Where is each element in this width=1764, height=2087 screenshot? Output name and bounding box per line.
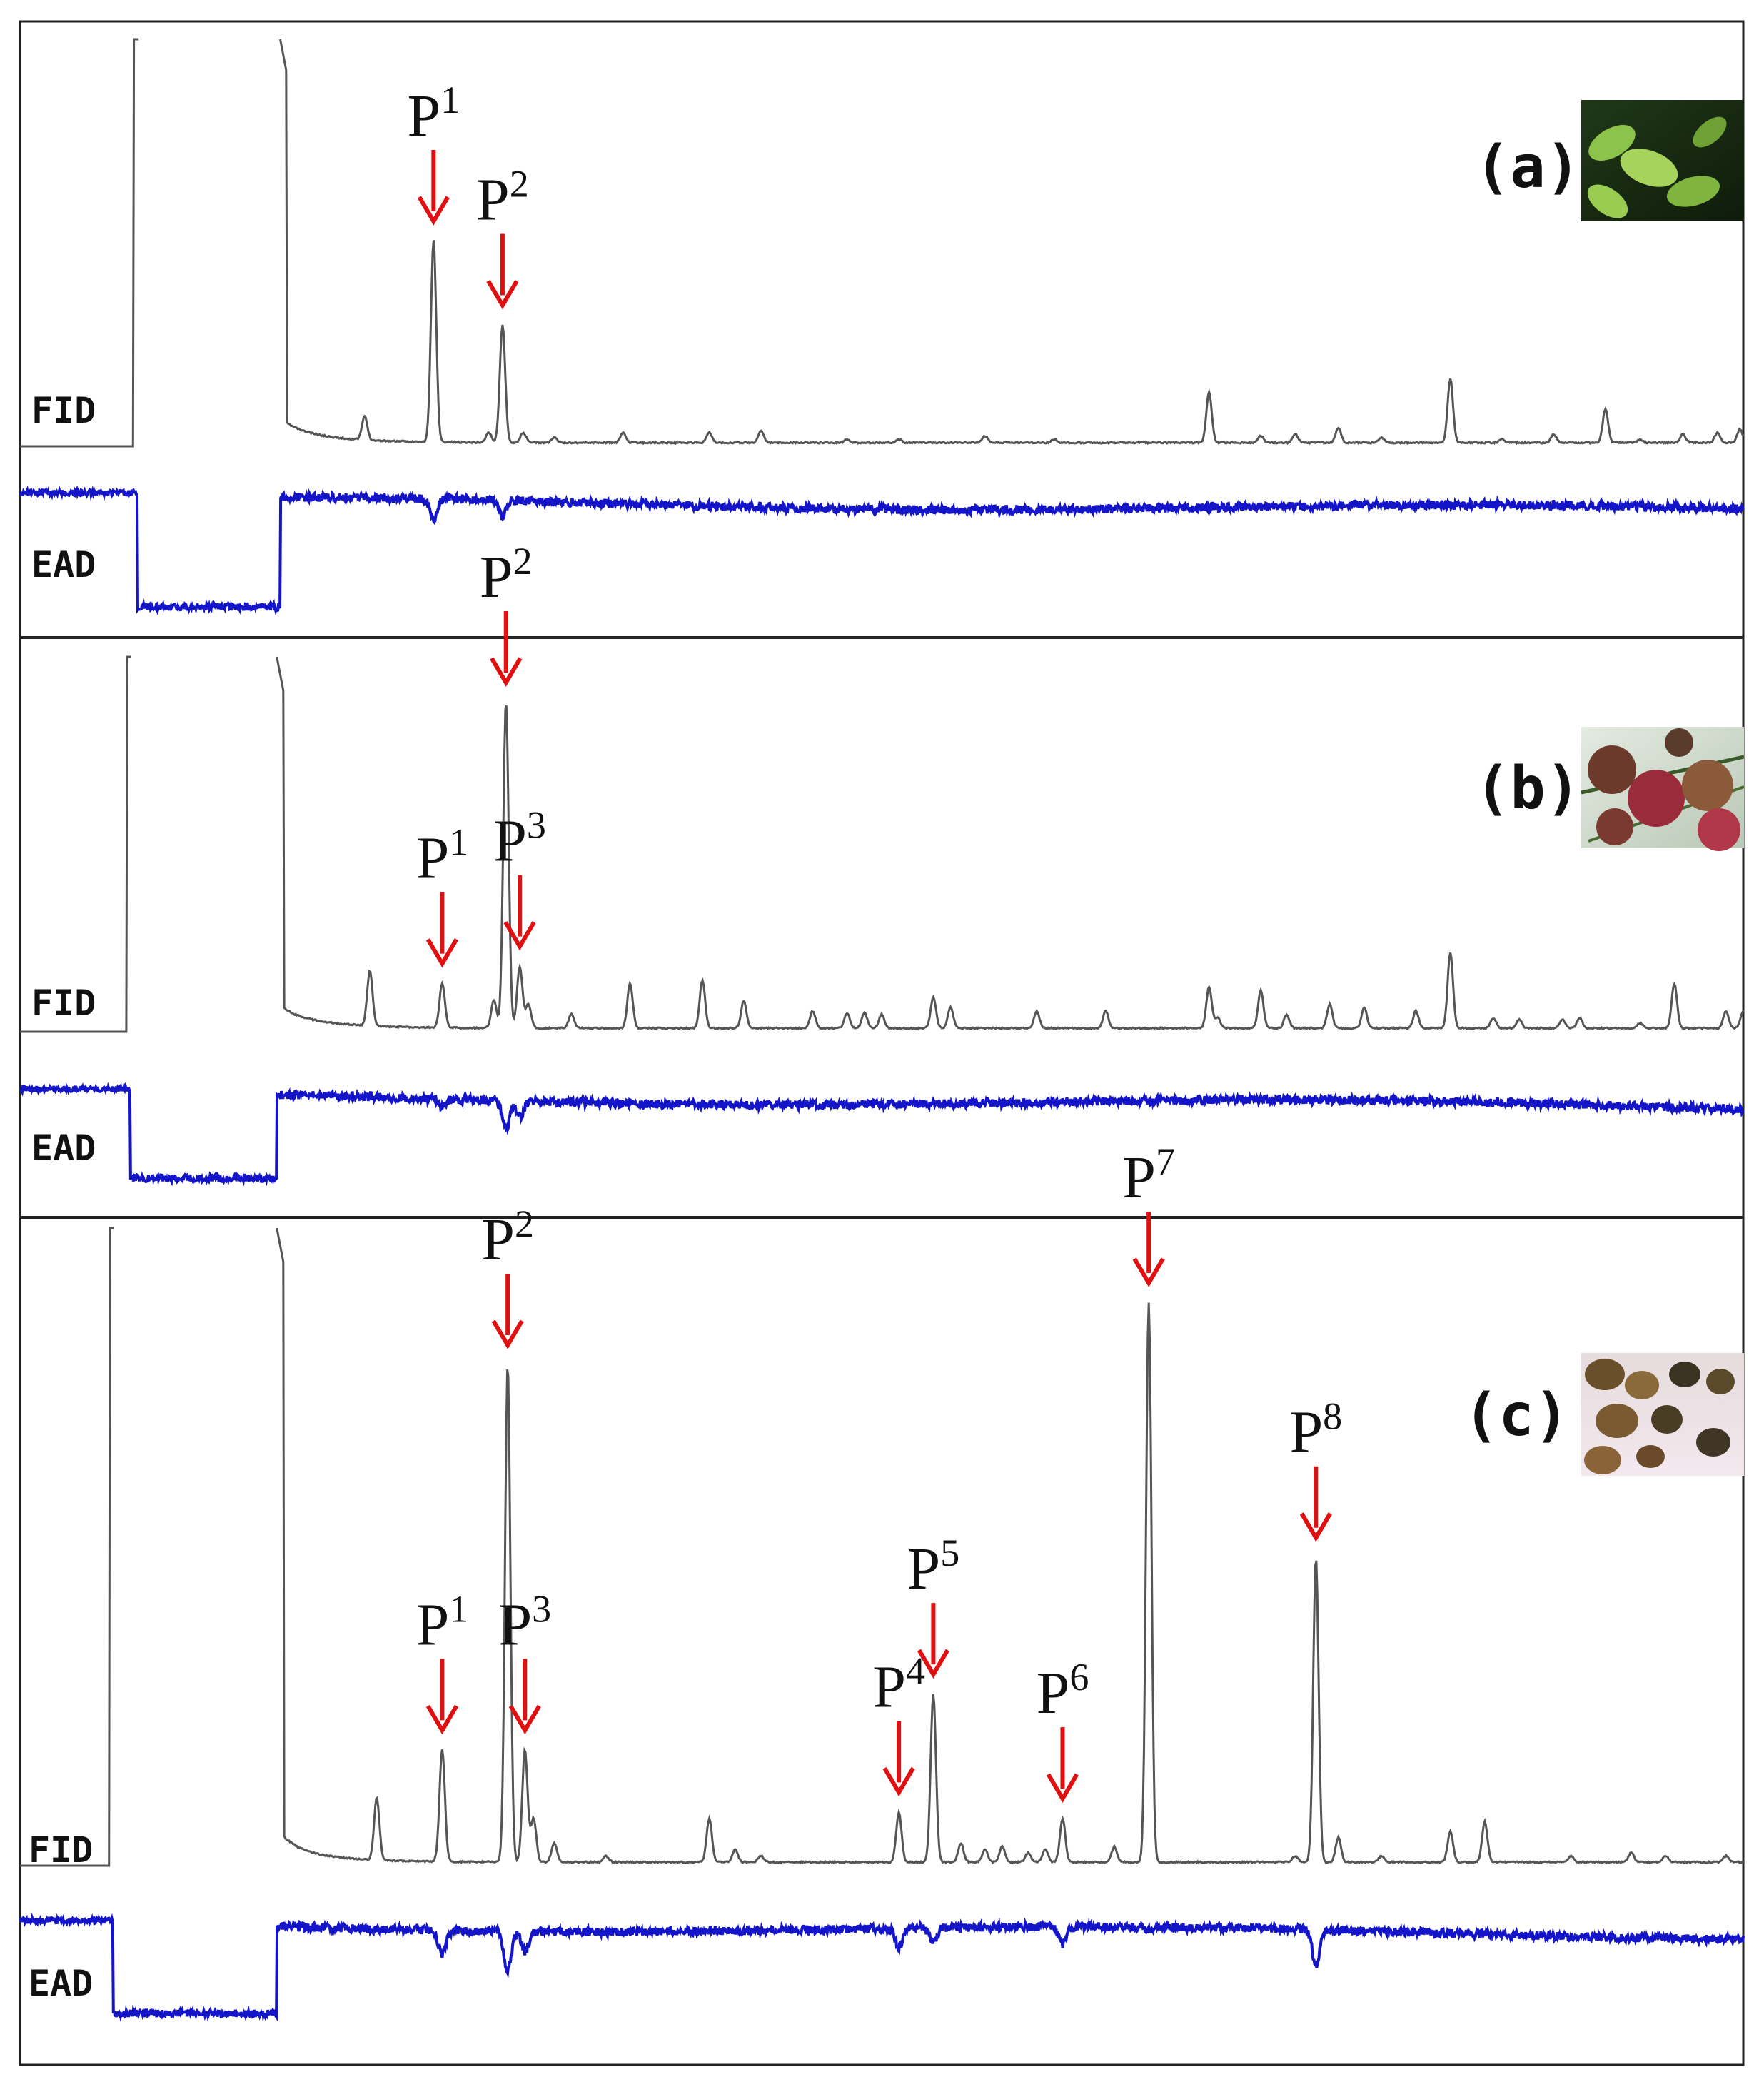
fid-line [20,38,1745,448]
panel-b: FID EAD P1 P2 P3 (b) [19,540,1745,1187]
arrow-head [503,921,536,951]
peak-marker: P6 [1037,1656,1089,1804]
peak-marker: P2 [481,1202,534,1349]
peak-marker: P1 [408,79,460,226]
ead-label: EAD [31,544,96,585]
arrow-head [425,1704,459,1735]
peak-label: P3 [493,804,546,875]
fid-line [20,1227,1744,1867]
ead-trace [19,1913,1745,2023]
peak-label: P2 [476,163,529,233]
peak-marker: P7 [1122,1140,1175,1287]
ead-trace [19,485,1745,616]
peak-label: P6 [1037,1656,1089,1726]
panel-c: FID EAD P1 P2 P3 P4 P5 P6 P7 P8 (c) [19,1140,1745,2023]
peak-label: P3 [498,1587,551,1658]
peak-marker: P3 [498,1587,551,1735]
peak-label: P5 [907,1532,960,1602]
arrow-head [1132,1257,1165,1287]
figure-frame [19,20,1745,2066]
arrow-head [425,938,459,968]
arrow-head [1299,1512,1332,1542]
ead-line [19,1913,1745,2023]
fid-trace [20,655,1745,1033]
peak-label: P1 [408,79,460,149]
arrow-head [1046,1773,1079,1804]
arrow-head [486,279,519,310]
peak-marker: P2 [476,163,529,310]
panel-label: (a) [1475,134,1581,201]
fid-trace [20,1227,1744,1867]
panel-label: (c) [1463,1382,1569,1449]
ead-line [19,485,1745,616]
fid-trace [20,38,1745,448]
peak-markers: P1 P2 P3 P4 P5 P6 P7 P8 [416,1140,1342,1804]
peak-label: P1 [416,821,469,892]
fid-line [20,655,1745,1033]
fid-label: FID [31,390,96,431]
fruits-photo [1581,727,1745,851]
peak-label: P2 [481,1202,534,1273]
arrow-head [491,1319,524,1349]
seeds-photo [1581,1353,1744,1476]
peak-label: P2 [480,540,533,610]
peak-marker: P5 [907,1532,960,1679]
panel-label: (b) [1475,755,1581,823]
peak-label: P7 [1122,1140,1175,1211]
peak-label: P8 [1289,1395,1342,1466]
arrow-head [490,657,523,687]
peak-markers: P1 P2 P3 [416,540,546,968]
peak-marker: P1 [416,1587,469,1735]
arrow-head [882,1766,915,1797]
peak-label: P1 [416,1587,469,1658]
peak-marker: P3 [493,804,546,951]
leaves-photo [1581,100,1744,221]
peak-marker: P1 [416,821,469,968]
ead-line [19,1081,1745,1187]
fid-label: FID [29,1829,93,1871]
peak-marker: P8 [1289,1395,1342,1542]
peak-marker: P4 [872,1649,925,1797]
arrow-head [917,1649,950,1679]
ead-trace [19,1081,1745,1187]
ead-label: EAD [31,1127,96,1169]
ead-label: EAD [29,1963,93,2004]
peak-marker: P2 [480,540,533,687]
fid-label: FID [31,982,96,1024]
arrow-head [508,1704,541,1735]
arrow-head [417,196,450,226]
